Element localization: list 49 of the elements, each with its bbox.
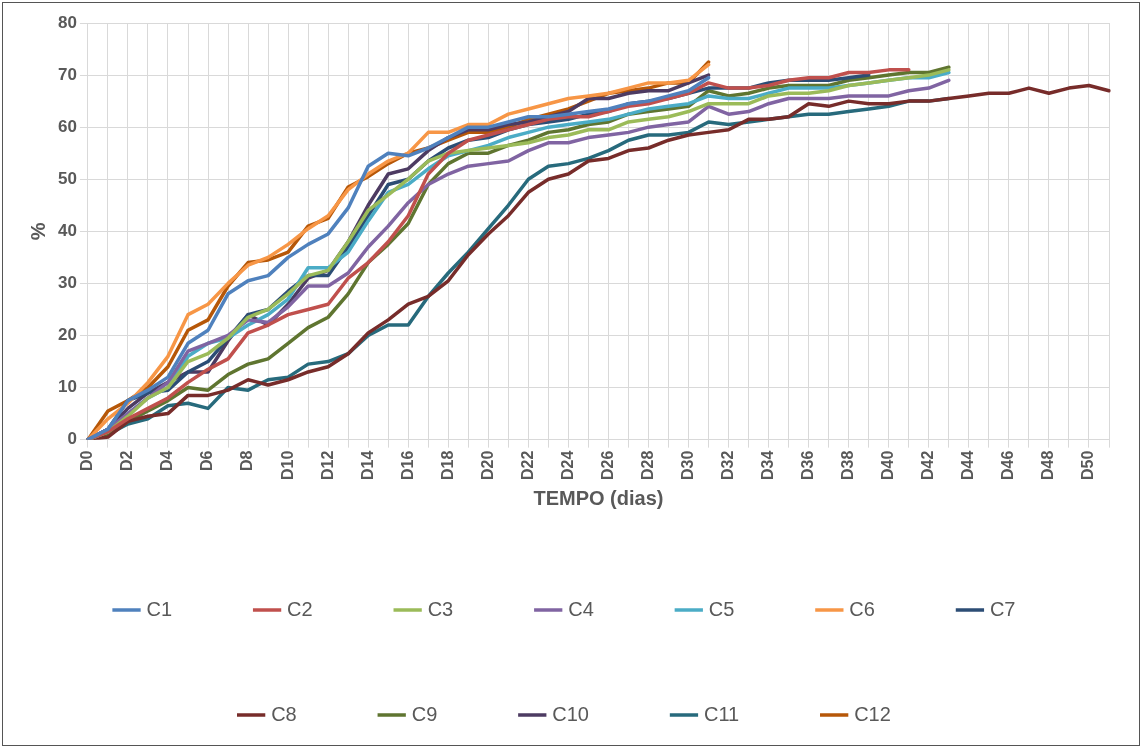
legend-label: C7 bbox=[989, 597, 1016, 620]
x-axis-title: TEMPO (dias) bbox=[533, 486, 664, 509]
x-tick-label: D24 bbox=[558, 450, 576, 481]
x-tick-label: D32 bbox=[719, 450, 736, 481]
x-tick-label: D14 bbox=[358, 450, 376, 481]
legend-label: C1 bbox=[146, 597, 173, 620]
legend-label: C2 bbox=[287, 597, 313, 620]
y-tick-label: 50 bbox=[57, 168, 77, 188]
legend-label: C9 bbox=[411, 702, 438, 725]
x-tick-label: D16 bbox=[398, 450, 416, 481]
legend-label: C3 bbox=[427, 597, 454, 620]
legend-label: C11 bbox=[703, 702, 740, 725]
x-tick-label: D20 bbox=[478, 450, 496, 481]
x-tick-label: D8 bbox=[238, 450, 256, 472]
y-tick-label: 70 bbox=[57, 64, 77, 84]
y-tick-label: 10 bbox=[57, 377, 77, 397]
x-tick-label: D2 bbox=[118, 450, 136, 472]
legend-label: C5 bbox=[708, 597, 735, 620]
y-tick-label: 30 bbox=[57, 273, 77, 293]
x-tick-label: D34 bbox=[759, 450, 777, 481]
x-tick-label: D10 bbox=[278, 450, 296, 481]
y-tick-label: 20 bbox=[57, 325, 77, 345]
x-tick-label: D40 bbox=[879, 450, 897, 481]
x-tick-label: D30 bbox=[678, 450, 696, 481]
x-tick-label: D26 bbox=[598, 450, 616, 481]
y-tick-label: 40 bbox=[57, 221, 77, 241]
y-tick-label: 60 bbox=[57, 116, 77, 136]
x-tick-label: D38 bbox=[839, 450, 857, 481]
legend-label: C12 bbox=[854, 702, 891, 725]
x-tick-label: D12 bbox=[318, 450, 336, 481]
legend-label: C8 bbox=[271, 702, 297, 725]
x-tick-label: D4 bbox=[158, 450, 176, 472]
legend-label: C10 bbox=[552, 702, 589, 725]
x-tick-label: D36 bbox=[799, 450, 817, 481]
legend-label: C6 bbox=[849, 597, 875, 620]
x-tick-label: D28 bbox=[638, 450, 656, 481]
x-tick-label: D18 bbox=[438, 450, 456, 481]
x-tick-label: D6 bbox=[198, 450, 216, 472]
legend-label: C4 bbox=[568, 597, 594, 620]
x-tick-label: D22 bbox=[518, 450, 536, 481]
y-tick-label: 0 bbox=[67, 429, 77, 449]
x-tick-label: D44 bbox=[959, 450, 977, 481]
x-tick-label: D42 bbox=[919, 450, 937, 481]
x-tick-label: D48 bbox=[1039, 450, 1057, 481]
y-axis-title: % bbox=[26, 222, 49, 241]
x-tick-label: D0 bbox=[78, 450, 96, 472]
x-tick-label: D50 bbox=[1079, 450, 1097, 481]
y-tick-label: 80 bbox=[57, 12, 77, 32]
x-tick-label: D46 bbox=[999, 450, 1017, 481]
